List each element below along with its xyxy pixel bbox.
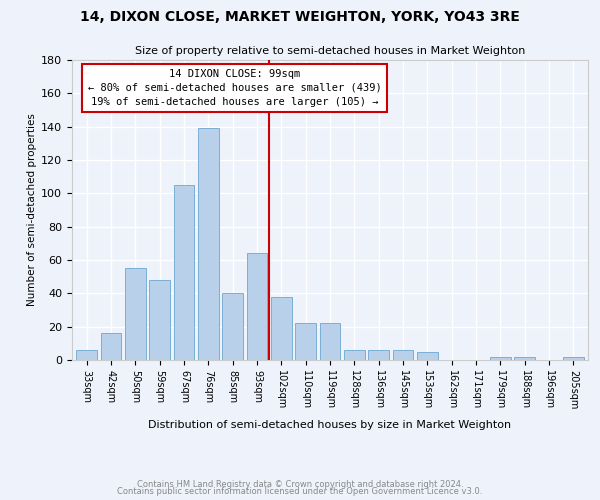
Bar [295,324,316,360]
Title: Size of property relative to semi-detached houses in Market Weighton: Size of property relative to semi-detach… [135,46,525,56]
Bar [149,280,170,360]
Bar [76,350,97,360]
Text: Contains public sector information licensed under the Open Government Licence v3: Contains public sector information licen… [118,487,482,496]
Bar [173,185,194,360]
Bar [417,352,438,360]
Bar [222,294,243,360]
Bar [247,254,268,360]
Bar [125,268,146,360]
Bar [320,324,340,360]
Bar [392,350,413,360]
Text: 14, DIXON CLOSE, MARKET WEIGHTON, YORK, YO43 3RE: 14, DIXON CLOSE, MARKET WEIGHTON, YORK, … [80,10,520,24]
Text: 14 DIXON CLOSE: 99sqm
← 80% of semi-detached houses are smaller (439)
19% of sem: 14 DIXON CLOSE: 99sqm ← 80% of semi-deta… [88,69,382,107]
Bar [101,334,121,360]
Bar [344,350,365,360]
Bar [563,356,584,360]
Bar [198,128,218,360]
X-axis label: Distribution of semi-detached houses by size in Market Weighton: Distribution of semi-detached houses by … [148,420,512,430]
Bar [271,296,292,360]
Bar [368,350,389,360]
Text: Contains HM Land Registry data © Crown copyright and database right 2024.: Contains HM Land Registry data © Crown c… [137,480,463,489]
Bar [490,356,511,360]
Bar [514,356,535,360]
Y-axis label: Number of semi-detached properties: Number of semi-detached properties [27,114,37,306]
